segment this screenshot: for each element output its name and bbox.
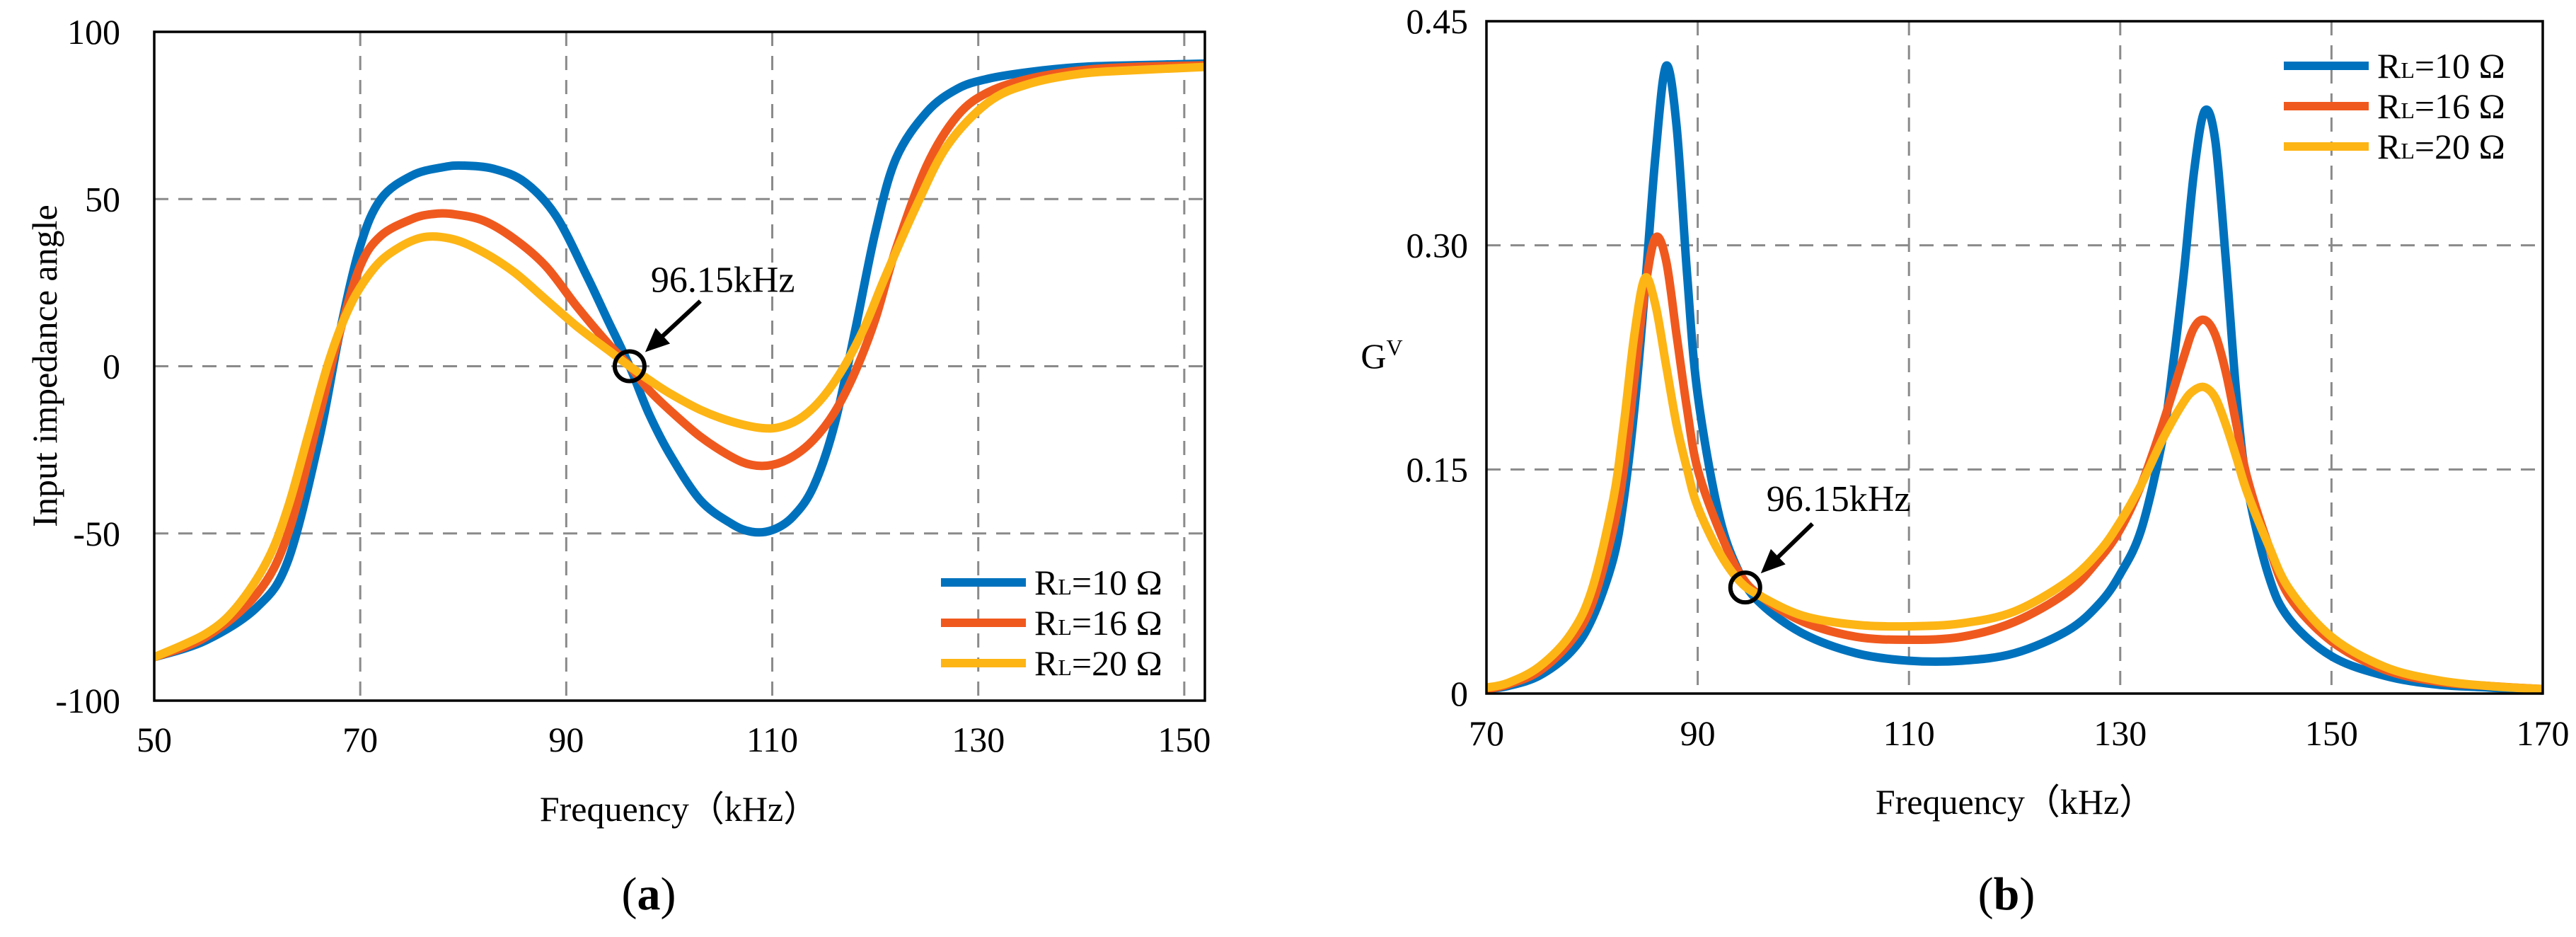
panel-b-annotation-arrowhead [1760,548,1786,574]
panel-a-label-letter: a [637,868,661,920]
panel-b-y-tick-label-0: 0 [1450,674,1468,713]
panel-b-y-tick-label-1: 0.15 [1407,449,1469,489]
panel-a-label: (a) [622,868,676,920]
panel-a-x-tick-label-0: 50 [137,720,172,759]
panel-a-x-tick-label-1: 70 [342,720,378,759]
panel-a-label-open: ( [622,868,637,920]
panel-b-series [1486,61,2543,695]
panel-b-x-tick-label-3: 130 [2093,713,2147,753]
panel-b-series-line-2 [1486,272,2543,694]
panel-b-plot-frame [1485,20,2544,695]
panel-a-x-axis-title: Frequency（kHz） [540,789,819,829]
panel-a-annotation-circle [612,349,647,384]
panel-b-legend-label-2: RL=20 Ω [2377,127,2505,166]
panel-a-legend-label-0: RL=10 Ω [1034,563,1162,602]
panel-b-x-tick-label-2: 110 [1883,713,1935,753]
panel-a-ticks: 50 70 90 110 130 150 -100 -50 0 50 100 [55,12,1211,759]
panel-a-y-tick-label-3: 50 [85,179,120,219]
panel-b-legend-label-0: RL=10 Ω [2377,46,2505,86]
panel-b-y-tick-label-2: 0.30 [1407,226,1469,265]
panel-b-x-tick-label-5: 170 [2517,713,2570,753]
panel-a-y-axis-title: Input impedance angle [25,205,64,527]
panel-a-x-tick-label-4: 130 [952,720,1005,759]
panel-a-legend-label-1: RL=16 Ω [1034,603,1162,643]
panel-b-y-axis-title: GV [1361,335,1402,376]
panel-a-legend-label-2: RL=20 Ω [1034,643,1162,683]
panel-b-x-tick-label-4: 150 [2305,713,2358,753]
panel-b-y-axis-title-main: G [1361,336,1386,376]
panel-b-label: (b) [1978,868,2035,920]
panel-b-legend: RL=10 ΩRL=16 ΩRL=20 Ω [2284,46,2505,166]
panel-a-y-tick-label-2: 0 [103,347,120,386]
panel-a-annotation: 96.15kHz [612,260,795,384]
panel-b-label-letter: b [1994,868,2020,920]
panel-b-ticks: 70 90 110 130 150 170 0 0.15 0.30 0.45 [1407,1,2570,753]
panel-b-x-tick-label-0: 70 [1469,713,1504,753]
panel-b-annotation-circle [1728,570,1762,605]
panel-b-annotation: 96.15kHz [1728,479,1911,605]
panel-b-annotation-text: 96.15kHz [1767,479,1911,519]
panel-b-label-open: ( [1978,868,1994,920]
panel-a-label-close: ) [661,868,676,920]
panel-a-y-tick-label-0: -100 [55,681,120,720]
panel-a-x-tick-label-3: 110 [746,720,798,759]
panel-a-annotation-arrowhead [645,328,671,352]
panel-a-plot-frame [153,30,1206,702]
panel-a-x-tick-label-5: 150 [1157,720,1211,759]
panel-a-x-tick-label-2: 90 [548,720,584,759]
panel-b-x-tick-label-1: 90 [1680,713,1716,753]
panel-b-series-line-1 [1486,232,2543,694]
panel-b-y-axis-title-sub: V [1387,335,1403,360]
panel-b-chart: 70 90 110 130 150 170 0 0.15 0.30 0.45 Frequency（… [1361,1,2569,920]
panel-b-x-axis-title: Frequency（kHz） [1876,782,2154,822]
panel-b-y-tick-label-3: 0.45 [1407,1,1469,41]
panel-a-y-tick-label-4: 100 [67,12,120,52]
panel-a-annotation-text: 96.15kHz [651,260,795,301]
panel-b-legend-label-1: RL=16 Ω [2377,86,2505,126]
panel-a-chart: 50 70 90 110 130 150 -100 -50 0 50 100 Frequency（k… [25,12,1211,920]
panel-b-label-close: ) [2019,868,2035,920]
panel-a-legend: RL=10 ΩRL=16 ΩRL=20 Ω [941,563,1162,683]
panel-a-y-tick-label-1: -50 [73,514,120,553]
